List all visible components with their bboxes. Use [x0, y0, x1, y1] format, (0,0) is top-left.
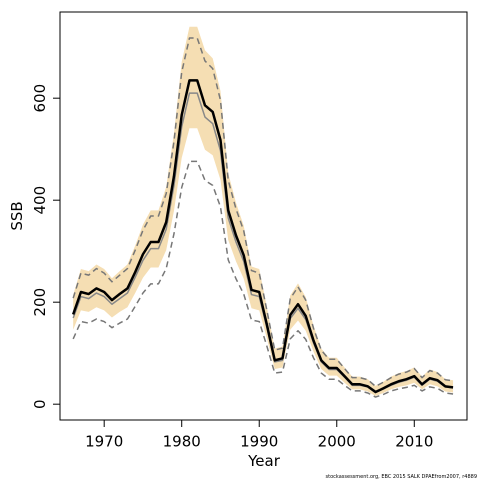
x-tick-label: 1990 [240, 433, 278, 451]
confidence-band [73, 26, 454, 397]
y-axis-label: SSB [8, 201, 26, 230]
estimate-line [71, 79, 454, 394]
footer: stockassessment.org, EBC 2015 SALK DPAEf… [326, 474, 477, 480]
estimate-line [72, 92, 454, 394]
y-tick-label: 400 [31, 186, 49, 215]
plot-frame [59, 11, 468, 421]
y-tick-label: 0 [31, 399, 49, 409]
x-tick-label: 2010 [395, 433, 433, 451]
x-tick-label: 2000 [318, 433, 356, 451]
y-tick-label: 200 [31, 288, 49, 317]
y-tick-label: 600 [31, 84, 49, 113]
x-axis-label: Year [247, 452, 281, 470]
bound-line [72, 37, 454, 388]
x-tick-label: 1980 [163, 433, 201, 451]
x-tick-label: 1970 [85, 433, 123, 451]
